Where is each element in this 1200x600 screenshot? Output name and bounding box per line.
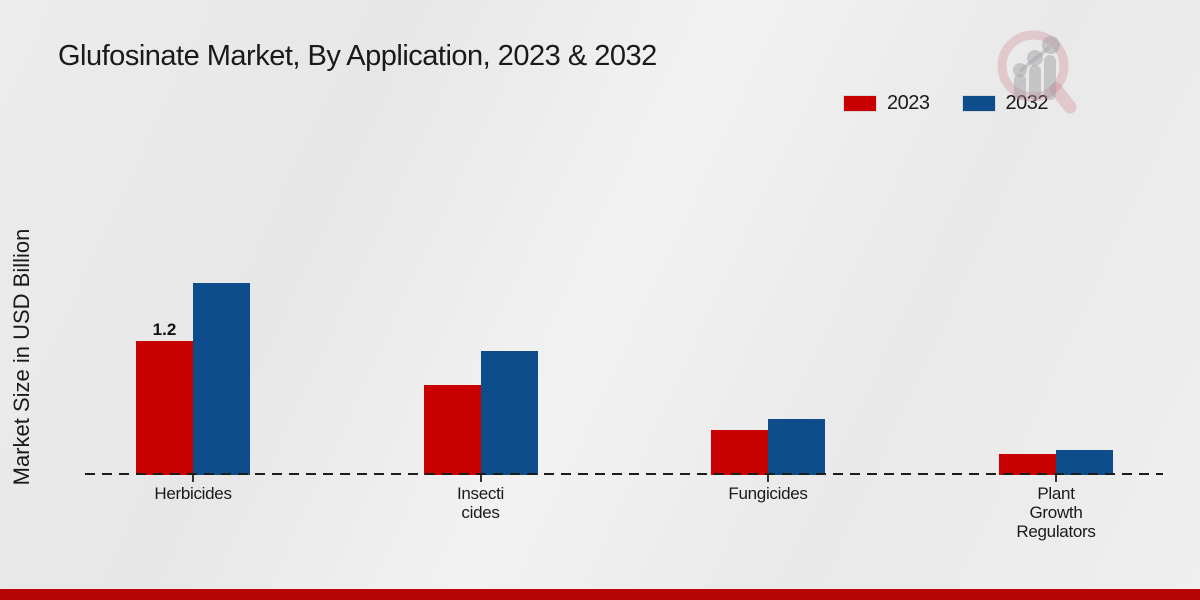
bar-2023-cat1 — [423, 385, 481, 475]
bar-2032-cat0 — [193, 283, 250, 475]
footer-accent-band — [0, 589, 1200, 600]
x-axis-tick — [1055, 475, 1057, 482]
category-label: Herbicides — [154, 484, 232, 503]
legend-swatch-2032 — [961, 95, 996, 112]
bar-2023-cat2 — [711, 430, 768, 475]
bar-2032-cat2 — [768, 419, 825, 475]
legend-swatch-2023 — [843, 95, 877, 112]
x-axis-baseline — [85, 473, 1163, 475]
chart-title: Glufosinate Market, By Application, 2023… — [58, 40, 657, 72]
category-label: Fungicides — [728, 484, 808, 503]
x-axis-tick — [479, 475, 482, 482]
category-label: Insecti cides — [456, 484, 505, 522]
legend-item-2032: 2032 — [961, 92, 1049, 115]
bar-2023-cat0 — [136, 341, 193, 475]
bar-2023-cat3 — [999, 454, 1056, 475]
legend: 2023 2032 — [843, 92, 1048, 115]
x-axis-tick — [767, 475, 769, 482]
legend-label-2023: 2023 — [887, 92, 930, 114]
bar-2032-cat1 — [480, 351, 538, 475]
magnifier-chart-logo-icon — [997, 30, 1077, 114]
x-axis-tick — [192, 475, 194, 482]
legend-label-2032: 2032 — [1005, 92, 1049, 114]
bar-2032-cat3 — [1056, 450, 1113, 475]
bar-value-label: 1.2 — [152, 320, 177, 339]
category-label: Plant Growth Regulators — [1016, 484, 1096, 541]
legend-item-2023: 2023 — [843, 92, 930, 115]
